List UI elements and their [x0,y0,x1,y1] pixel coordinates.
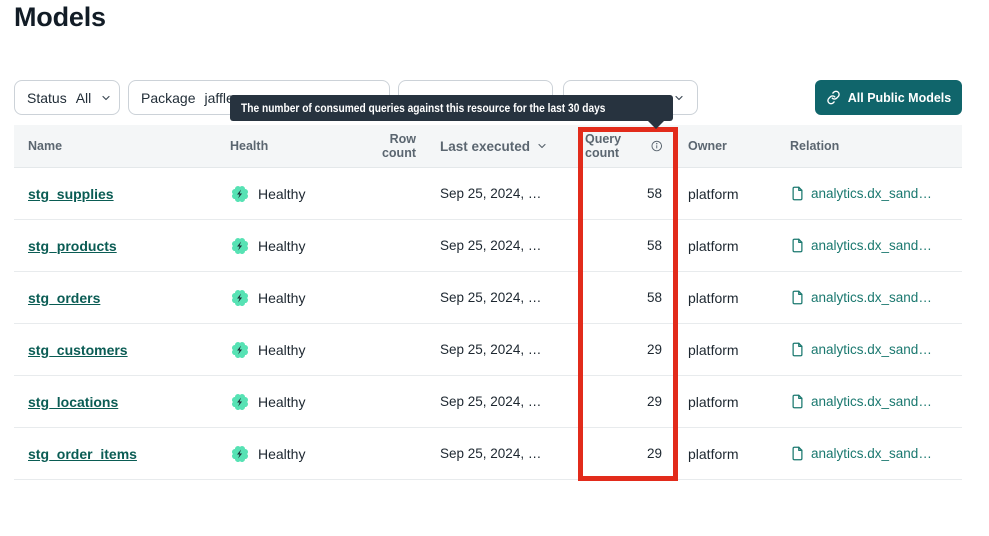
health-badge-icon [232,341,248,358]
health-badge-icon [232,237,248,254]
tooltip-text: The number of consumed queries against t… [241,101,606,115]
relation-link[interactable]: analytics.dx_sand… [811,342,932,357]
health-status-label: Healthy [258,237,306,254]
model-name-link[interactable]: stg_products [28,237,117,254]
model-name-link[interactable]: stg_order_items [28,445,137,462]
status-filter-label: Status [27,89,67,106]
relation-link[interactable]: analytics.dx_sand… [811,186,932,201]
owner-cell: platform [688,185,739,202]
relation-link[interactable]: analytics.dx_sand… [811,394,932,409]
page-title: Models [14,2,106,32]
table-row: stg_locations Healthy Sep 25, 2024, … 29… [14,376,962,428]
query-count-cell: 29 [646,342,662,357]
last-executed-cell: Sep 25, 2024, … [440,446,542,461]
link-icon [826,90,840,105]
health-badge-icon [232,185,248,202]
document-icon [792,446,803,461]
last-executed-cell: Sep 25, 2024, … [440,394,542,409]
column-header-query-count: Query count [585,132,670,160]
status-filter-dropdown[interactable]: Status All [14,80,120,115]
model-name-link[interactable]: stg_orders [28,289,101,306]
health-status-label: Healthy [258,185,306,202]
column-header-last-executed[interactable]: Last executed [430,139,585,154]
model-name-link[interactable]: stg_supplies [28,185,114,202]
relation-link[interactable]: analytics.dx_sand… [811,238,932,253]
document-icon [792,394,803,409]
column-header-row-count: Row count [381,132,416,160]
column-header-owner: Owner [688,139,727,153]
column-header-health: Health [230,139,269,153]
table-row: stg_order_items Healthy Sep 25, 2024, … … [14,428,962,480]
owner-cell: platform [688,237,739,254]
column-header-name: Name [28,139,63,153]
package-filter-label: Package [141,89,196,106]
owner-cell: platform [688,445,739,462]
relation-link[interactable]: analytics.dx_sand… [811,446,932,461]
model-name-link[interactable]: stg_locations [28,393,119,410]
all-public-models-button[interactable]: All Public Models [815,80,962,115]
tooltip-arrow [647,120,665,129]
table-row: stg_products Healthy Sep 25, 2024, … 58 … [14,220,962,272]
owner-cell: platform [688,393,739,410]
health-status-label: Healthy [258,289,306,306]
chevron-down-icon [102,95,110,100]
health-status-label: Healthy [258,445,306,462]
chevron-down-icon [675,95,683,100]
table-row: stg_supplies Healthy Sep 25, 2024, … 58 … [14,168,962,220]
last-executed-cell: Sep 25, 2024, … [440,290,542,305]
info-icon[interactable] [650,139,663,153]
document-icon [792,342,803,357]
model-name-link[interactable]: stg_customers [28,341,128,358]
last-executed-cell: Sep 25, 2024, … [440,342,542,357]
health-status-label: Healthy [258,393,306,410]
column-header-relation: Relation [790,139,840,153]
last-executed-cell: Sep 25, 2024, … [440,186,542,201]
all-public-models-label: All Public Models [847,90,952,105]
query-count-tooltip: The number of consumed queries against t… [230,95,673,121]
table-row: stg_orders Healthy Sep 25, 2024, … 58 pl… [14,272,962,324]
document-icon [792,186,803,201]
query-count-cell: 29 [646,446,662,461]
health-status-label: Healthy [258,341,306,358]
sort-chevron-down-icon [538,143,546,149]
health-badge-icon [232,289,248,306]
models-table-body: stg_supplies Healthy Sep 25, 2024, … 58 … [14,168,962,480]
query-count-cell: 58 [646,238,662,253]
relation-link[interactable]: analytics.dx_sand… [811,290,932,305]
health-badge-icon [232,445,248,462]
query-count-cell: 58 [646,290,662,305]
last-executed-cell: Sep 25, 2024, … [440,238,542,253]
health-badge-icon [232,393,248,410]
document-icon [792,290,803,305]
table-row: stg_customers Healthy Sep 25, 2024, … 29… [14,324,962,376]
owner-cell: platform [688,341,739,358]
owner-cell: platform [688,289,739,306]
document-icon [792,238,803,253]
query-count-cell: 58 [646,186,662,201]
status-filter-value: All [75,89,92,106]
table-header-row: Name Health Row count Last executed Quer… [14,125,962,168]
query-count-cell: 29 [646,394,662,409]
